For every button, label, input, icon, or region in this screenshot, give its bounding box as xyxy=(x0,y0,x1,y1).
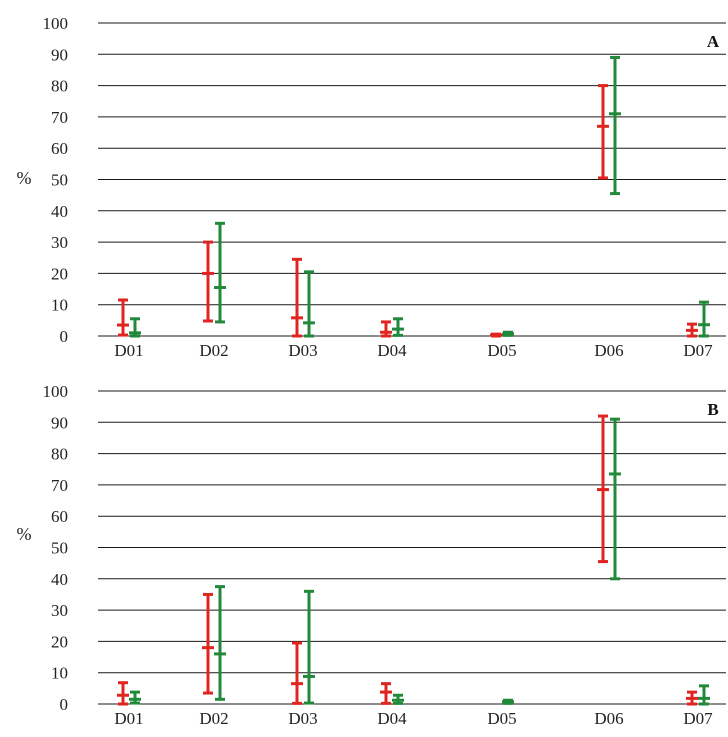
error-bar-d01 xyxy=(117,298,129,337)
y-tick-label: 20 xyxy=(51,632,68,651)
x-category-label: D02 xyxy=(199,341,228,360)
x-category-label: D01 xyxy=(114,709,143,728)
error-bar-d02 xyxy=(214,221,226,324)
error-bar-d01 xyxy=(117,681,129,706)
y-tick-label: 70 xyxy=(51,108,68,127)
error-bar-d06 xyxy=(597,84,609,180)
error-bar-d05 xyxy=(490,332,502,338)
error-bar-d01 xyxy=(129,317,141,338)
error-bar-d04 xyxy=(392,693,404,705)
panel-label: B xyxy=(707,400,718,419)
y-tick-label: 0 xyxy=(60,695,69,714)
error-bar-d07 xyxy=(686,690,698,706)
series-green xyxy=(129,417,710,706)
error-bar-d07 xyxy=(686,322,698,338)
error-bar-d02 xyxy=(202,240,214,323)
error-bar-d06 xyxy=(597,414,609,564)
y-tick-label: 60 xyxy=(51,507,68,526)
y-tick-label: 20 xyxy=(51,264,68,283)
error-bar-d07 xyxy=(698,300,710,338)
error-bar-d06 xyxy=(609,55,621,196)
y-tick-label: 40 xyxy=(51,570,68,589)
y-tick-label: 10 xyxy=(51,296,68,315)
series-green xyxy=(129,55,710,338)
y-tick-label: 80 xyxy=(51,77,68,96)
x-category-label: D01 xyxy=(114,341,143,360)
x-category-label: D03 xyxy=(288,709,317,728)
x-category-label: D04 xyxy=(377,341,407,360)
y-tick-label: 100 xyxy=(43,382,69,401)
series-red xyxy=(117,84,698,338)
y-tick-label: 90 xyxy=(51,45,68,64)
x-category-label: D07 xyxy=(683,341,713,360)
x-category-label: D06 xyxy=(594,341,623,360)
x-category-label: D05 xyxy=(487,709,516,728)
error-bar-d03 xyxy=(303,270,315,338)
x-category-label: D05 xyxy=(487,341,516,360)
error-bar-d04 xyxy=(392,317,404,337)
y-axis-label: % xyxy=(17,524,32,544)
error-bar-d03 xyxy=(291,257,303,338)
error-bar-d05 xyxy=(502,698,514,705)
y-tick-label: 30 xyxy=(51,601,68,620)
series-red xyxy=(117,414,698,706)
error-bar-d03 xyxy=(303,589,315,705)
y-tick-label: 50 xyxy=(51,539,68,558)
panel-label: A xyxy=(707,32,720,51)
y-tick-label: 90 xyxy=(51,413,68,432)
y-tick-label: 70 xyxy=(51,476,68,495)
y-axis-label: % xyxy=(17,168,32,188)
y-tick-label: 40 xyxy=(51,202,68,221)
panel-b: 0 10 20 30 40 50 60 70 80 90 100% B D01 D02 D03 D04 D05 D… xyxy=(17,382,726,728)
x-category-label: D06 xyxy=(594,709,623,728)
x-category-label: D03 xyxy=(288,341,317,360)
y-tick-label: 0 xyxy=(60,327,69,346)
y-tick-label: 50 xyxy=(51,171,68,190)
panel-a: 0 10 20 30 40 50 60 70 80 90 100% A D01 D02 D03 D04 D05 D… xyxy=(17,14,726,360)
error-bar-d07 xyxy=(698,684,710,706)
error-bar-d01 xyxy=(129,690,141,705)
error-bar-d05 xyxy=(502,330,514,337)
error-bar-d02 xyxy=(214,585,226,701)
error-bar-d02 xyxy=(202,592,214,695)
y-tick-label: 10 xyxy=(51,664,68,683)
x-category-label: D02 xyxy=(199,709,228,728)
x-category-label: D07 xyxy=(683,709,713,728)
error-bar-d04 xyxy=(380,320,392,338)
error-bar-d04 xyxy=(380,682,392,705)
y-tick-label: 30 xyxy=(51,233,68,252)
y-tick-label: 100 xyxy=(43,14,69,33)
error-bar-d06 xyxy=(609,417,621,581)
y-tick-label: 60 xyxy=(51,139,68,158)
y-tick-label: 80 xyxy=(51,445,68,464)
error-bar-d03 xyxy=(291,641,303,705)
x-category-label: D04 xyxy=(377,709,407,728)
